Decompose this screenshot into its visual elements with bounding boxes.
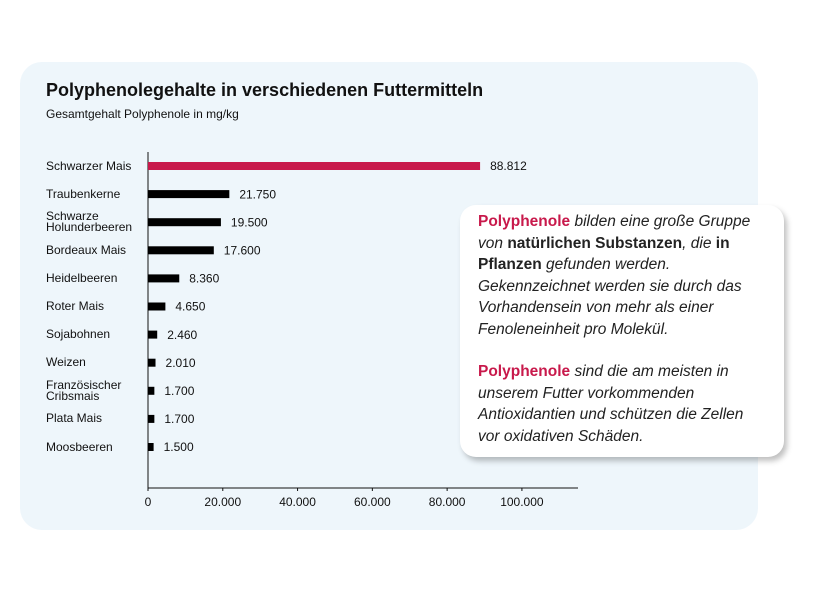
value-label: 4.650: [175, 300, 205, 314]
bar: [148, 218, 221, 227]
x-tick-label: 80.000: [429, 495, 466, 509]
value-label: 1.700: [164, 384, 194, 398]
value-label: 17.600: [224, 243, 261, 257]
value-label: 8.360: [189, 272, 219, 286]
y-tick-label: Sojabohnen: [46, 327, 111, 342]
callout-text: Polyphenole: [478, 213, 571, 230]
value-label: 19.500: [231, 215, 268, 229]
chart-subtitle: Gesamtgehalt Polyphenole in mg/kg: [46, 107, 239, 121]
y-tick-label: Moosbeeren: [46, 439, 113, 454]
x-tick-label: 60.000: [354, 495, 391, 509]
callout-text: gefunden werden. Gekennzeichnet werden s…: [478, 256, 742, 338]
bar: [148, 358, 156, 367]
callout-text: natürlichen Substanzen: [507, 234, 683, 252]
callout-text: sind die am meisten in unserem Futter vo…: [478, 363, 744, 445]
value-label: 21.750: [239, 187, 276, 201]
callout-paragraph: Polyphenole bilden eine große Gruppe von…: [478, 211, 768, 340]
bar: [148, 414, 155, 423]
y-tick-label: Bordeaux Mais: [46, 242, 127, 257]
x-tick-label: 40.000: [279, 495, 316, 509]
bar: [148, 162, 481, 170]
y-tick-label: Französischer Cribsmais: [46, 377, 122, 403]
value-label: 1.700: [164, 412, 194, 426]
x-tick-label: 20.000: [204, 495, 241, 509]
callout: Polyphenole bilden eine große Gruppe von…: [460, 205, 784, 457]
bar: [148, 190, 230, 199]
bar: [148, 386, 155, 395]
y-tick-label: Schwarze Holunderbeeren: [46, 209, 133, 235]
value-label: 1.500: [164, 440, 194, 454]
x-tick-label: 0: [145, 495, 152, 509]
chart-title: Polyphenolegehalte in verschiedenen Futt…: [46, 80, 484, 100]
y-tick-label: Weizen: [46, 355, 86, 370]
bar: [148, 302, 166, 311]
callout-text: in Pflanzen: [478, 234, 730, 274]
bar: [148, 246, 214, 255]
bar: [148, 443, 154, 451]
callout-paragraph: Polyphenole sind die am meisten in unser…: [478, 361, 768, 447]
x-tick-label: 100.000: [500, 495, 544, 509]
y-tick-label: Traubenkerne: [46, 186, 121, 201]
callout-text: bilden eine große Gruppe von: [478, 213, 751, 252]
y-tick-label: Plata Mais: [46, 411, 103, 426]
value-label: 2.460: [167, 328, 197, 342]
y-tick-label: Schwarzer Mais: [46, 158, 132, 173]
y-tick-label: Roter Mais: [46, 299, 105, 313]
bar: [148, 274, 180, 283]
y-tick-label: Heidelbeeren: [46, 270, 118, 285]
bar: [148, 330, 158, 339]
callout-text: , die: [682, 234, 716, 252]
callout-text: Polyphenole: [478, 363, 571, 380]
value-label: 2.010: [166, 356, 196, 370]
value-label: 88.812: [490, 159, 527, 173]
